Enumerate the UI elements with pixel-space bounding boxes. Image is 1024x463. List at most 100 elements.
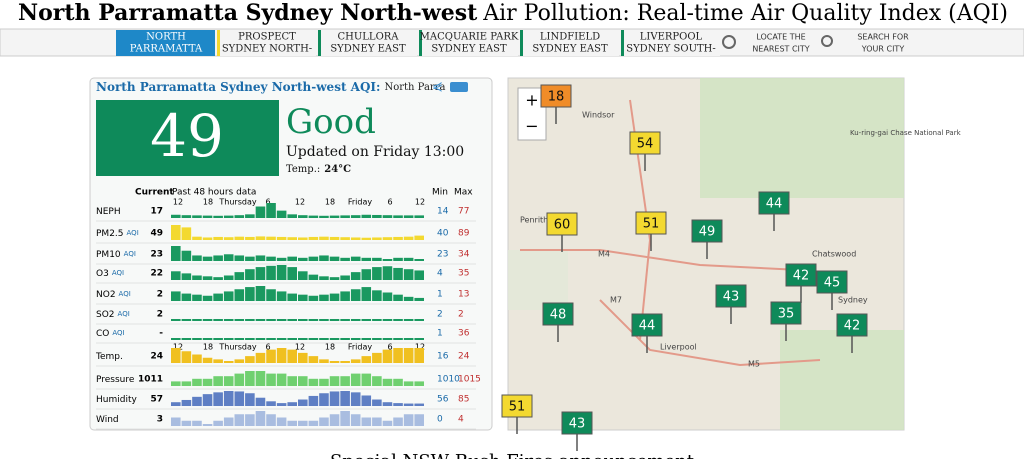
search-label[interactable]: YOUR CITY xyxy=(861,45,905,54)
history-bar xyxy=(350,392,361,406)
history-bar xyxy=(372,214,382,218)
marker-value[interactable]: 44 xyxy=(639,319,656,334)
compare-icon[interactable] xyxy=(450,82,468,92)
row-unit: AQI xyxy=(112,269,124,277)
search-icon[interactable] xyxy=(821,35,833,47)
tab-accent xyxy=(520,30,523,56)
aqi-marker[interactable] xyxy=(715,284,747,308)
nav-tab[interactable] xyxy=(116,30,215,56)
nav-tab-label: NORTH xyxy=(146,32,186,43)
nav-tab[interactable] xyxy=(419,30,518,56)
row-name: SO2 AQI xyxy=(96,310,130,320)
history-bar xyxy=(393,417,403,426)
history-bar xyxy=(234,236,245,240)
marker-value[interactable]: 42 xyxy=(793,269,810,284)
aqi-marker[interactable] xyxy=(691,219,723,243)
history-bar xyxy=(202,357,213,363)
zoom-in[interactable]: + xyxy=(525,91,538,110)
aqi-marker[interactable] xyxy=(635,211,667,235)
marker-value[interactable]: 43 xyxy=(569,417,586,432)
history-bar xyxy=(192,354,202,363)
aqi-marker[interactable] xyxy=(631,313,663,337)
history-bar xyxy=(403,414,414,426)
history-bar xyxy=(382,292,393,301)
aqi-marker[interactable] xyxy=(501,394,533,418)
history-bar xyxy=(308,356,319,363)
marker-value[interactable]: 49 xyxy=(699,225,716,240)
locate-label[interactable]: NEAREST CITY xyxy=(752,45,809,54)
history-bar xyxy=(266,338,276,340)
history-bar xyxy=(223,237,234,240)
marker-value[interactable]: 51 xyxy=(509,400,526,415)
marker-value[interactable]: 42 xyxy=(844,319,861,334)
time-label: 12 xyxy=(173,198,183,207)
row-max: 4 xyxy=(458,415,464,425)
nav-tab[interactable] xyxy=(217,30,316,56)
history-bar xyxy=(393,378,403,386)
aqi-marker[interactable] xyxy=(770,301,802,325)
aqi-marker[interactable] xyxy=(836,313,868,337)
history-bar xyxy=(213,319,223,321)
nav-tab-label: SYDNEY NORTH- xyxy=(222,44,312,55)
history-bar xyxy=(287,349,297,363)
aqi-marker[interactable] xyxy=(561,411,593,435)
history-bar xyxy=(245,319,255,321)
marker-value[interactable]: 18 xyxy=(548,90,565,105)
row-current: - xyxy=(159,329,163,339)
history-bar xyxy=(171,348,181,363)
history-bar xyxy=(298,215,308,218)
aqi-marker[interactable] xyxy=(546,212,578,236)
marker-value[interactable]: 60 xyxy=(554,218,571,233)
history-bar xyxy=(403,319,414,321)
history-bar xyxy=(192,236,202,240)
row-name: NO2 AQI xyxy=(96,290,131,300)
history-bar xyxy=(245,356,255,363)
history-bar xyxy=(245,236,255,240)
history-bar xyxy=(340,376,350,386)
marker-value[interactable]: 45 xyxy=(824,276,841,291)
nav-tab[interactable] xyxy=(621,30,720,56)
history-bar xyxy=(308,338,319,340)
history-bar xyxy=(181,351,192,363)
row-max: 24 xyxy=(458,352,470,362)
marker-value[interactable]: 35 xyxy=(778,307,795,322)
history-bar xyxy=(213,359,223,363)
aqi-marker[interactable] xyxy=(816,270,848,294)
title-rest: Air Pollution: Real-time Air Quality Ind… xyxy=(482,1,1008,26)
history-bar xyxy=(234,391,245,406)
history-bar xyxy=(202,237,213,240)
aqi-marker[interactable] xyxy=(629,131,661,155)
history-bar xyxy=(171,417,181,426)
history-bar xyxy=(223,376,234,386)
history-bar xyxy=(361,257,372,261)
locate-icon[interactable] xyxy=(722,35,736,49)
share-icon[interactable]: ⋞ xyxy=(432,80,443,95)
locate-label[interactable]: LOCATE THE xyxy=(756,33,805,42)
history-bar xyxy=(213,293,223,301)
nav-tab[interactable] xyxy=(520,30,619,56)
aqi-marker[interactable] xyxy=(542,302,574,326)
aqi-marker[interactable] xyxy=(785,263,817,287)
history-bar xyxy=(266,373,276,386)
marker-value[interactable]: 51 xyxy=(643,217,660,232)
zoom-out[interactable]: − xyxy=(525,117,538,136)
history-bar xyxy=(393,338,403,340)
time-label: 6 xyxy=(387,343,392,352)
row-max: 36 xyxy=(458,329,470,339)
aqi-marker[interactable] xyxy=(540,84,572,108)
marker-value[interactable]: 54 xyxy=(637,137,654,152)
marker-value[interactable]: 48 xyxy=(550,308,567,323)
marker-value[interactable]: 44 xyxy=(766,197,783,212)
history-bar xyxy=(213,420,223,426)
history-bar xyxy=(414,235,424,240)
footer-text: Special NSW Bush Fires announcement xyxy=(330,451,695,459)
search-label[interactable]: SEARCH FOR xyxy=(857,33,909,42)
map-layer: + − Windsor Chatswood Sydney Liverpool M4 M7 M5 K… xyxy=(501,78,962,451)
row-name: PM10 AQI xyxy=(96,250,136,260)
history-bar xyxy=(202,256,213,261)
nav-tab[interactable] xyxy=(318,30,417,56)
aqi-marker[interactable] xyxy=(758,191,790,215)
row-name-text: PM2.5 xyxy=(96,229,124,239)
marker-value[interactable]: 43 xyxy=(723,290,740,305)
history-bar xyxy=(255,267,266,280)
